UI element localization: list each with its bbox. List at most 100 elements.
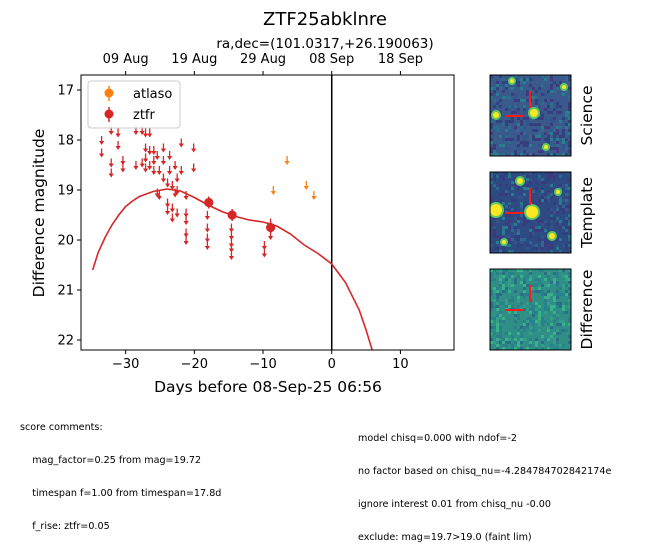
- image-cutouts: Science Template Difference: [489, 74, 596, 351]
- upper-limit-ztfr: [108, 158, 114, 168]
- upper-limit-ztfr: [115, 128, 121, 138]
- upper-limit-ztfr: [174, 173, 180, 183]
- lightcurve-figure: ZTF25abklnre ra,dec=(101.0317,+26.190063…: [30, 9, 596, 396]
- upper-limit-ztfr: [142, 163, 149, 173]
- x-axis-label: Days before 08-Sep-25 06:56: [154, 378, 382, 396]
- upper-limit-atlaso: [311, 191, 317, 200]
- upper-limit-ztfr: [204, 233, 210, 243]
- upper-limit-ztfr: [164, 198, 171, 208]
- legend-entry-ztfr: ztfr: [104, 107, 155, 123]
- detection-point-ztfr: [227, 209, 237, 221]
- x-tick-label: 10: [392, 357, 409, 372]
- upper-limit-ztfr: [99, 148, 105, 158]
- comment-line: mag_factor=0.25 from mag=19.72: [20, 455, 202, 466]
- upper-limit-ztfr: [142, 153, 149, 163]
- upper-limit-ztfr: [164, 178, 171, 188]
- upper-limit-ztfr: [115, 141, 121, 150]
- comment-line: f_rise: ztfr=0.05: [20, 521, 110, 532]
- figure-title: ZTF25abklnre: [263, 9, 387, 30]
- y-tick-label: 19: [57, 184, 74, 199]
- upper-limit-ztfr: [261, 248, 268, 258]
- y-tick-label: 18: [57, 134, 74, 149]
- top-tick-label: 19 Aug: [171, 52, 217, 67]
- score-comments: score comments: mag_factor=0.25 from mag…: [20, 400, 221, 543]
- upper-limit-ztfr: [183, 191, 189, 200]
- upper-limit-ztfr: [204, 211, 210, 220]
- cutout-template-image: [490, 172, 571, 253]
- upper-limit-ztfr: [204, 223, 210, 233]
- upper-limit-ztfr: [156, 191, 162, 200]
- upper-limit-ztfr: [178, 166, 184, 175]
- upper-limit-ztfr: [228, 223, 235, 233]
- upper-limit-ztfr: [167, 166, 173, 175]
- upper-limit-ztfr: [142, 143, 149, 153]
- upper-limit-ztfr: [147, 161, 153, 170]
- comment-line: score comments:: [20, 422, 103, 433]
- y-tick-label: 20: [57, 234, 74, 249]
- y-tick-label: 17: [57, 84, 74, 99]
- upper-limit-ztfr: [108, 168, 114, 178]
- upper-limit-ztfr: [228, 243, 235, 253]
- x-tick-label: −10: [249, 357, 276, 372]
- legend-label-ztfr: ztfr: [133, 108, 155, 123]
- upper-limit-ztfr: [147, 128, 153, 138]
- upper-limit-ztfr: [151, 156, 157, 165]
- cutout-frame: [489, 74, 572, 157]
- top-tick-label: 08 Sep: [309, 52, 354, 67]
- upper-limit-ztfr: [151, 166, 157, 175]
- top-tick-label: 18 Sep: [378, 52, 423, 67]
- comment-line: timespan f=1.00 from timespan=17.8d: [20, 488, 222, 499]
- upper-limit-ztfr: [120, 163, 126, 173]
- comment-line: no factor based on chisq_nu=-4.284784702…: [358, 466, 612, 477]
- upper-limit-ztfr: [160, 143, 167, 153]
- upper-limit-ztfr: [183, 228, 189, 238]
- upper-limit-ztfr: [133, 161, 139, 170]
- upper-limit-ztfr: [261, 241, 268, 250]
- upper-limit-ztfr: [172, 188, 178, 198]
- plot-frame: [80, 74, 455, 351]
- upper-limit-ztfr: [151, 146, 157, 155]
- upper-limit-ztfr: [228, 251, 235, 260]
- top-tick-label: 29 Aug: [240, 52, 286, 67]
- cutout-frame: [489, 268, 572, 351]
- comment-line: exclude: mag=19.7>19.0 (faint lim): [358, 532, 532, 543]
- upper-limit-ztfr: [204, 241, 210, 250]
- upper-limit-ztfr: [154, 151, 160, 160]
- cutout-frame: [489, 171, 572, 254]
- upper-limit-ztfr: [169, 213, 175, 223]
- upper-limit-ztfr: [178, 138, 184, 148]
- cutout-label: Difference: [578, 270, 596, 350]
- comment-line: model chisq=0.000 with ndof=-2: [358, 433, 518, 444]
- cutout-science-image: [490, 75, 571, 156]
- upper-limit-ztfr: [167, 151, 173, 160]
- legend-entry-atlaso: atlaso: [104, 86, 172, 102]
- upper-limit-ztfr: [228, 231, 235, 240]
- upper-limit-ztfr: [183, 236, 189, 245]
- upper-limit-ztfr: [183, 208, 189, 218]
- cutout-label: Template: [578, 177, 596, 249]
- upper-limit-ztfr: [160, 173, 167, 183]
- upper-limit-ztfr: [183, 216, 189, 225]
- cutout-difference-image: [490, 269, 571, 350]
- upper-limit-ztfr: [147, 146, 153, 155]
- upper-limit-ztfr: [156, 166, 162, 175]
- x-tick-label: 0: [328, 357, 336, 372]
- upper-limit-ztfr: [172, 161, 178, 170]
- y-tick-label: 21: [57, 284, 74, 299]
- top-tick-label: 09 Aug: [103, 52, 149, 67]
- x-tick-label: −30: [112, 357, 139, 372]
- upper-limit-atlaso: [270, 186, 276, 195]
- upper-limit-ztfr: [154, 188, 160, 198]
- y-axis: 17 18 19 20 21 22: [57, 84, 81, 349]
- upper-limit-ztfr: [191, 163, 197, 173]
- upper-limit-ztfr: [99, 136, 105, 145]
- detection-point-ztfr: [204, 196, 214, 209]
- upper-limit-ztfr: [169, 181, 175, 190]
- upper-limit-ztfr: [139, 158, 145, 168]
- upper-limit-atlaso: [303, 181, 309, 190]
- y-tick-label: 22: [57, 334, 74, 349]
- upper-limit-ztfr: [160, 156, 167, 165]
- cutout-label: Science: [578, 85, 596, 145]
- upper-limit-ztfr: [174, 186, 180, 195]
- figure-subtitle: ra,dec=(101.0317,+26.190063): [216, 36, 433, 52]
